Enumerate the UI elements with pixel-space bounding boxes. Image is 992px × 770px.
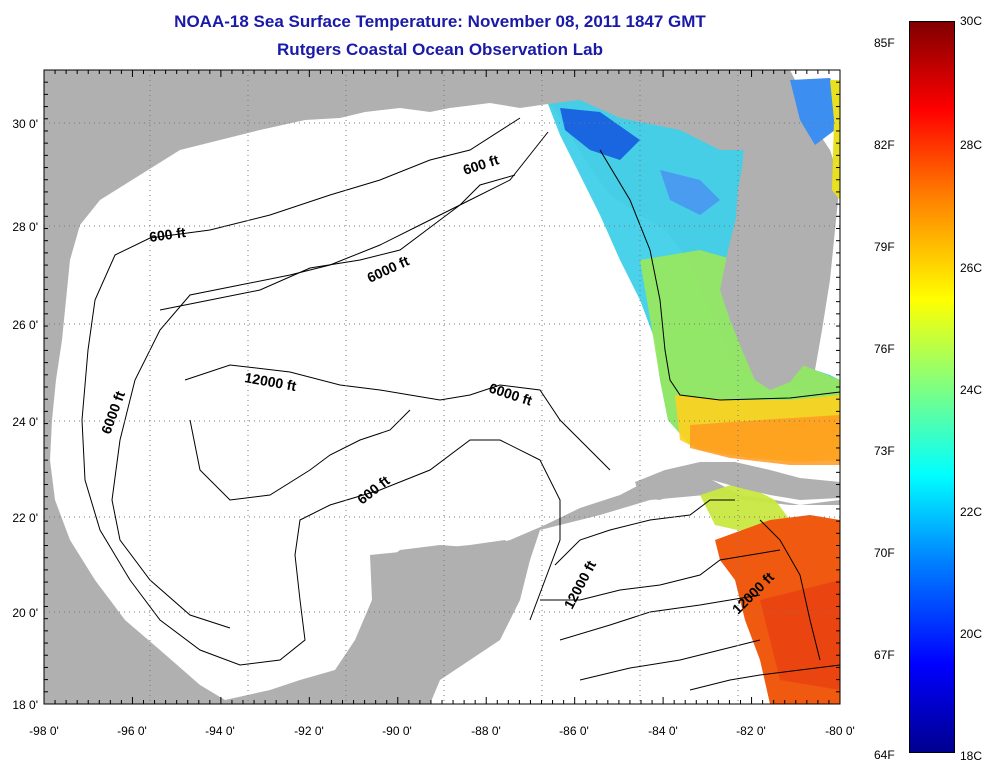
- y-tick-label: 22 0': [12, 511, 38, 525]
- colorbar-c-label: 28C: [960, 138, 983, 152]
- x-tick-label: -98 0': [29, 724, 59, 738]
- colorbar-c-label: 18C: [960, 749, 983, 763]
- colorbar-c-label: 22C: [960, 505, 983, 519]
- florida-land: [720, 76, 830, 390]
- map-title: NOAA-18 Sea Surface Temperature: Novembe…: [174, 12, 706, 31]
- x-tick-label: -88 0': [471, 724, 501, 738]
- colorbar-c-label: 30C: [960, 14, 983, 28]
- colorbar-c-label: 20C: [960, 627, 983, 641]
- colorbar-f-label: 70F: [874, 546, 895, 560]
- colorbar-gradient: [910, 22, 954, 752]
- atlantic-water: [790, 70, 840, 380]
- graticule: [44, 70, 840, 704]
- x-tick-label: -90 0': [382, 724, 412, 738]
- colorbar-f-label: 79F: [874, 240, 895, 254]
- colorbar-f-label: 85F: [874, 36, 895, 50]
- sst-atlantic-warm: [830, 80, 840, 200]
- y-tick-label: 24 0': [12, 415, 38, 429]
- y-tick-label: 30 0': [12, 117, 38, 131]
- x-tick-label: -86 0': [559, 724, 589, 738]
- y-tick-label: 18 0': [12, 698, 38, 712]
- colorbar-f-label: 67F: [874, 648, 895, 662]
- frame-ticks: [43, 69, 841, 705]
- contour-label: 600 ft: [148, 224, 187, 245]
- colorbar-f-label: 82F: [874, 138, 895, 152]
- x-tick-label: -82 0': [736, 724, 766, 738]
- sst-caribbean-patch-2: [760, 580, 840, 690]
- colorbar-frame: [909, 21, 955, 753]
- colorbar-f-label: 73F: [874, 444, 895, 458]
- sst-cold-patch: [560, 108, 640, 160]
- colorbar-f-label: 64F: [874, 748, 895, 762]
- x-tick-label: -94 0': [205, 724, 235, 738]
- y-tick-label: 28 0': [12, 220, 38, 234]
- x-tick-label: -80 0': [825, 724, 855, 738]
- bathymetry-contours: [81, 117, 840, 691]
- x-tick-label: -96 0': [117, 724, 147, 738]
- sst-cold-patch-2: [660, 170, 720, 215]
- y-tick-label: 20 0': [12, 606, 38, 620]
- colorbar-c-label: 24C: [960, 383, 983, 397]
- sst-keys-orange: [690, 415, 840, 465]
- x-tick-label: -84 0': [648, 724, 678, 738]
- colorbar-c-label: 26C: [960, 261, 983, 275]
- axis-labels: -98 0' -96 0' -94 0' -92 0' -90 0' -88 0…: [12, 117, 854, 738]
- sst-map: 600 ft 600 ft 600 ft 6000 ft 6000 ft 600…: [12, 69, 855, 738]
- x-tick-label: -92 0': [294, 724, 324, 738]
- yucatan-land: [330, 540, 520, 704]
- colorbar-f-label: 76F: [874, 342, 895, 356]
- y-tick-label: 26 0': [12, 318, 38, 332]
- map-subtitle: Rutgers Coastal Ocean Observation Lab: [277, 40, 603, 59]
- sst-atlantic-patch: [790, 78, 840, 145]
